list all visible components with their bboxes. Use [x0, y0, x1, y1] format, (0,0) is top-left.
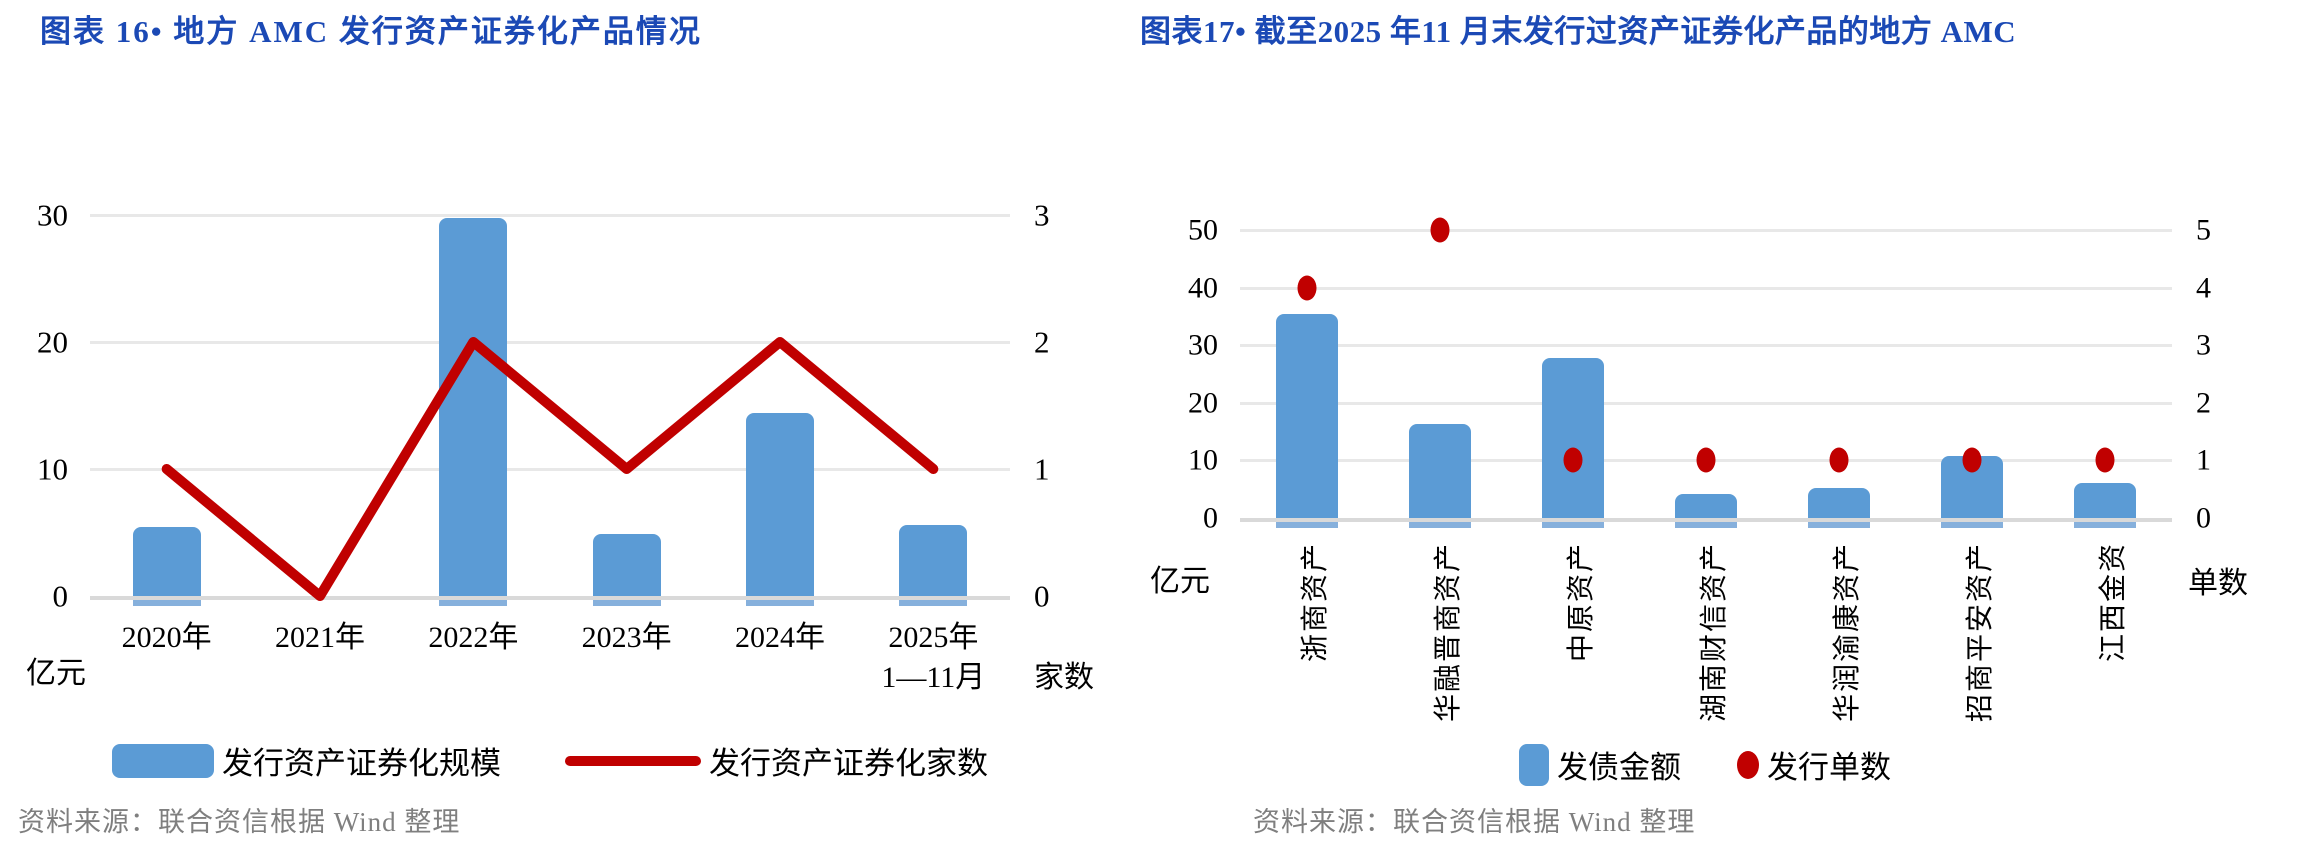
x-axis-label-note: 1—11月 — [881, 661, 986, 694]
x-axis-label: 2022年 — [428, 621, 519, 654]
x-axis-line — [1240, 518, 2172, 522]
y-axis-tick-label: 30 — [1188, 328, 1218, 362]
secondary-axis-tick-label: 4 — [2196, 271, 2211, 305]
secondary-axis-tick-label: 5 — [2196, 213, 2211, 247]
x-axis-label: 2023年 — [581, 621, 672, 654]
legend-label: 发债金额 — [1557, 750, 1681, 785]
legend-item-line-series: 发行资产证券化家数 — [565, 738, 988, 783]
bar-华融晋商资产 — [1408, 423, 1471, 528]
point-中原资产 — [1563, 447, 1583, 473]
y-axis-tick-label: 50 — [1188, 213, 1218, 247]
y-axis-tick-label: 40 — [1188, 271, 1218, 305]
secondary-axis-tick-label: 2 — [2196, 386, 2211, 420]
secondary-axis-tick-label: 0 — [1034, 578, 1050, 614]
x-axis-label: 招商平安资产 — [1965, 542, 1997, 723]
legend-label: 发行单数 — [1767, 750, 1891, 785]
chart-17-title: 图表17• 截至2025 年11 月末发行过资产证券化产品的地方 AMC — [1140, 14, 2017, 49]
legend-item-bar-series: 发行资产证券化规模 — [112, 738, 501, 783]
y-axis-tick-label: 10 — [1188, 443, 1218, 477]
chart-17-legend: 发债金额 发行单数 — [1240, 742, 2170, 787]
bar-2023年 — [592, 533, 661, 606]
gridline — [1240, 344, 2172, 348]
point-华润渝康资产 — [1829, 447, 1849, 473]
x-axis-label: 浙商资产 — [1299, 542, 1331, 663]
gridline — [1240, 401, 2172, 405]
dot-legend-swatch-icon — [1737, 750, 1759, 779]
line-series — [161, 337, 939, 601]
x-axis-label: 2025年 — [888, 621, 979, 654]
chart-16-legend: 发行资产证券化规模 发行资产证券化家数 — [70, 738, 1030, 783]
y-axis-tick-label: 20 — [1188, 386, 1218, 420]
bar-2022年 — [439, 217, 508, 606]
x-axis-label: 2021年 — [274, 621, 365, 654]
bar-湖南财信资产 — [1675, 493, 1737, 528]
y-axis-tick-label: 10 — [37, 451, 68, 487]
bar-legend-swatch-icon — [112, 743, 214, 778]
secondary-axis-tick-label: 1 — [1034, 451, 1050, 487]
y-axis-tick-label: 20 — [37, 324, 68, 360]
bar-中原资产 — [1541, 357, 1604, 528]
chart-16-title: 图表 16• 地方 AMC 发行资产证券化产品情况 — [40, 14, 702, 49]
gridline — [1240, 229, 2172, 232]
secondary-axis-tick-label: 1 — [2196, 443, 2211, 477]
x-axis-line — [90, 596, 1010, 600]
point-华融晋商资产 — [1430, 217, 1450, 243]
chart-17-right-axis-unit: 单数 — [2188, 567, 2248, 600]
x-axis-label: 2020年 — [121, 621, 212, 654]
chart-17-left-axis-unit: 亿元 — [1150, 565, 1210, 598]
point-招商平安资产 — [1962, 447, 1982, 473]
x-axis-label: 中原资产 — [1565, 542, 1597, 663]
point-湖南财信资产 — [1696, 447, 1716, 473]
bar-2025年 — [899, 524, 968, 606]
x-axis-label: 湖南财信资产 — [1699, 542, 1730, 723]
legend-item-point-series: 发行单数 — [1737, 742, 1891, 787]
chart-17-source: 资料来源：联合资信根据 Wind 整理 — [1253, 807, 1696, 837]
bar-浙商资产 — [1275, 313, 1338, 528]
chart-16-source: 资料来源：联合资信根据 Wind 整理 — [18, 807, 461, 837]
x-axis-label: 华融晋商资产 — [1432, 542, 1464, 723]
gridline — [1240, 286, 2172, 290]
chart-16-right-axis-unit: 家数 — [1034, 661, 1094, 694]
secondary-axis-tick-label: 3 — [1034, 197, 1050, 233]
bar-legend-swatch-icon — [1519, 743, 1549, 786]
secondary-axis-tick-label: 3 — [2196, 328, 2211, 362]
bar-2020年 — [132, 527, 201, 606]
x-axis-label: 江西金资 — [2098, 542, 2130, 663]
legend-label: 发行资产证券化规模 — [222, 746, 501, 781]
secondary-axis-tick-label: 2 — [1034, 324, 1050, 360]
line-legend-swatch-icon — [565, 755, 701, 766]
chart-16-left-axis-unit: 亿元 — [26, 657, 86, 690]
x-axis-label: 华润渝康资产 — [1832, 542, 1864, 723]
gridline — [90, 468, 1010, 471]
secondary-axis-tick-label: 0 — [2196, 501, 2211, 535]
gridline — [90, 214, 1010, 217]
gridline — [90, 341, 1010, 344]
x-axis-label: 2024年 — [734, 621, 825, 654]
y-axis-tick-label: 30 — [37, 197, 68, 233]
y-axis-tick-label: 0 — [1203, 501, 1218, 535]
point-江西金资 — [2095, 447, 2115, 473]
point-浙商资产 — [1297, 275, 1317, 301]
legend-label: 发行资产证券化家数 — [709, 746, 988, 781]
y-axis-tick-label: 0 — [52, 578, 69, 614]
legend-item-bar-series: 发债金额 — [1519, 742, 1681, 787]
bar-2024年 — [746, 413, 814, 606]
